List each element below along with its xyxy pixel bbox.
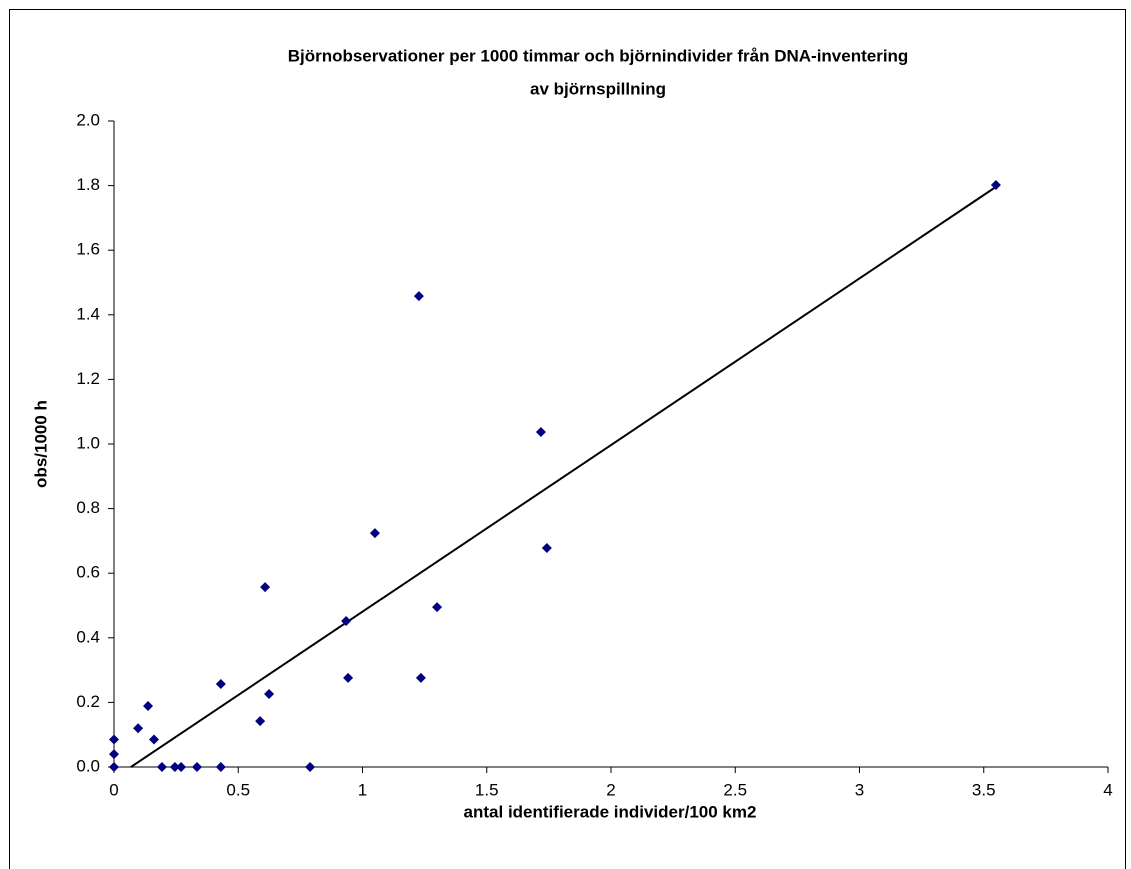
chart-title: Björnobservationer per 1000 timmar och b… — [288, 46, 909, 65]
x-tick-label: 1.5 — [475, 780, 499, 799]
y-tick-label: 1.0 — [76, 433, 100, 452]
y-axis-label: obs/1000 h — [31, 400, 50, 488]
point — [109, 762, 119, 772]
point — [413, 291, 424, 302]
point — [169, 762, 180, 772]
point — [990, 179, 1001, 190]
x-tick-label: 0.5 — [226, 780, 250, 799]
x-tick-label: 0 — [109, 780, 118, 799]
point — [215, 762, 226, 772]
point — [109, 734, 119, 745]
point — [415, 672, 426, 683]
chart-border — [9, 9, 1126, 869]
point — [343, 672, 354, 683]
trendline — [130, 186, 997, 768]
point — [535, 427, 546, 438]
y-tick-label: 0.6 — [76, 563, 100, 582]
x-tick-label: 2.5 — [723, 780, 747, 799]
y-tick-label: 0.8 — [76, 498, 100, 517]
point — [432, 602, 443, 613]
point — [133, 723, 144, 734]
x-tick-label: 3.5 — [972, 780, 996, 799]
chart-title: av björnspillning — [530, 79, 666, 98]
y-tick-label: 0.2 — [76, 692, 100, 711]
point — [260, 582, 271, 593]
point — [255, 716, 266, 727]
point — [541, 543, 552, 554]
point — [191, 762, 202, 772]
y-tick-label: 1.8 — [76, 175, 100, 194]
point — [305, 762, 316, 772]
x-axis-label: antal identifierade individer/100 km2 — [464, 802, 757, 821]
point — [215, 678, 226, 689]
y-tick-label: 2.0 — [76, 110, 100, 129]
point — [341, 616, 352, 627]
point — [109, 749, 119, 760]
y-tick-label: 1.4 — [76, 304, 100, 323]
y-tick-label: 0.0 — [76, 756, 100, 775]
point — [156, 762, 167, 772]
x-tick-label: 3 — [855, 780, 864, 799]
point — [149, 734, 160, 745]
y-tick-label: 0.4 — [76, 627, 100, 646]
point — [176, 762, 187, 772]
point — [264, 689, 275, 700]
y-tick-label: 1.2 — [76, 369, 100, 388]
x-tick-label: 1 — [358, 780, 367, 799]
y-tick-label: 1.6 — [76, 240, 100, 259]
point — [143, 700, 154, 711]
point — [369, 528, 380, 539]
x-tick-label: 4 — [1103, 780, 1112, 799]
x-tick-label: 2 — [606, 780, 615, 799]
